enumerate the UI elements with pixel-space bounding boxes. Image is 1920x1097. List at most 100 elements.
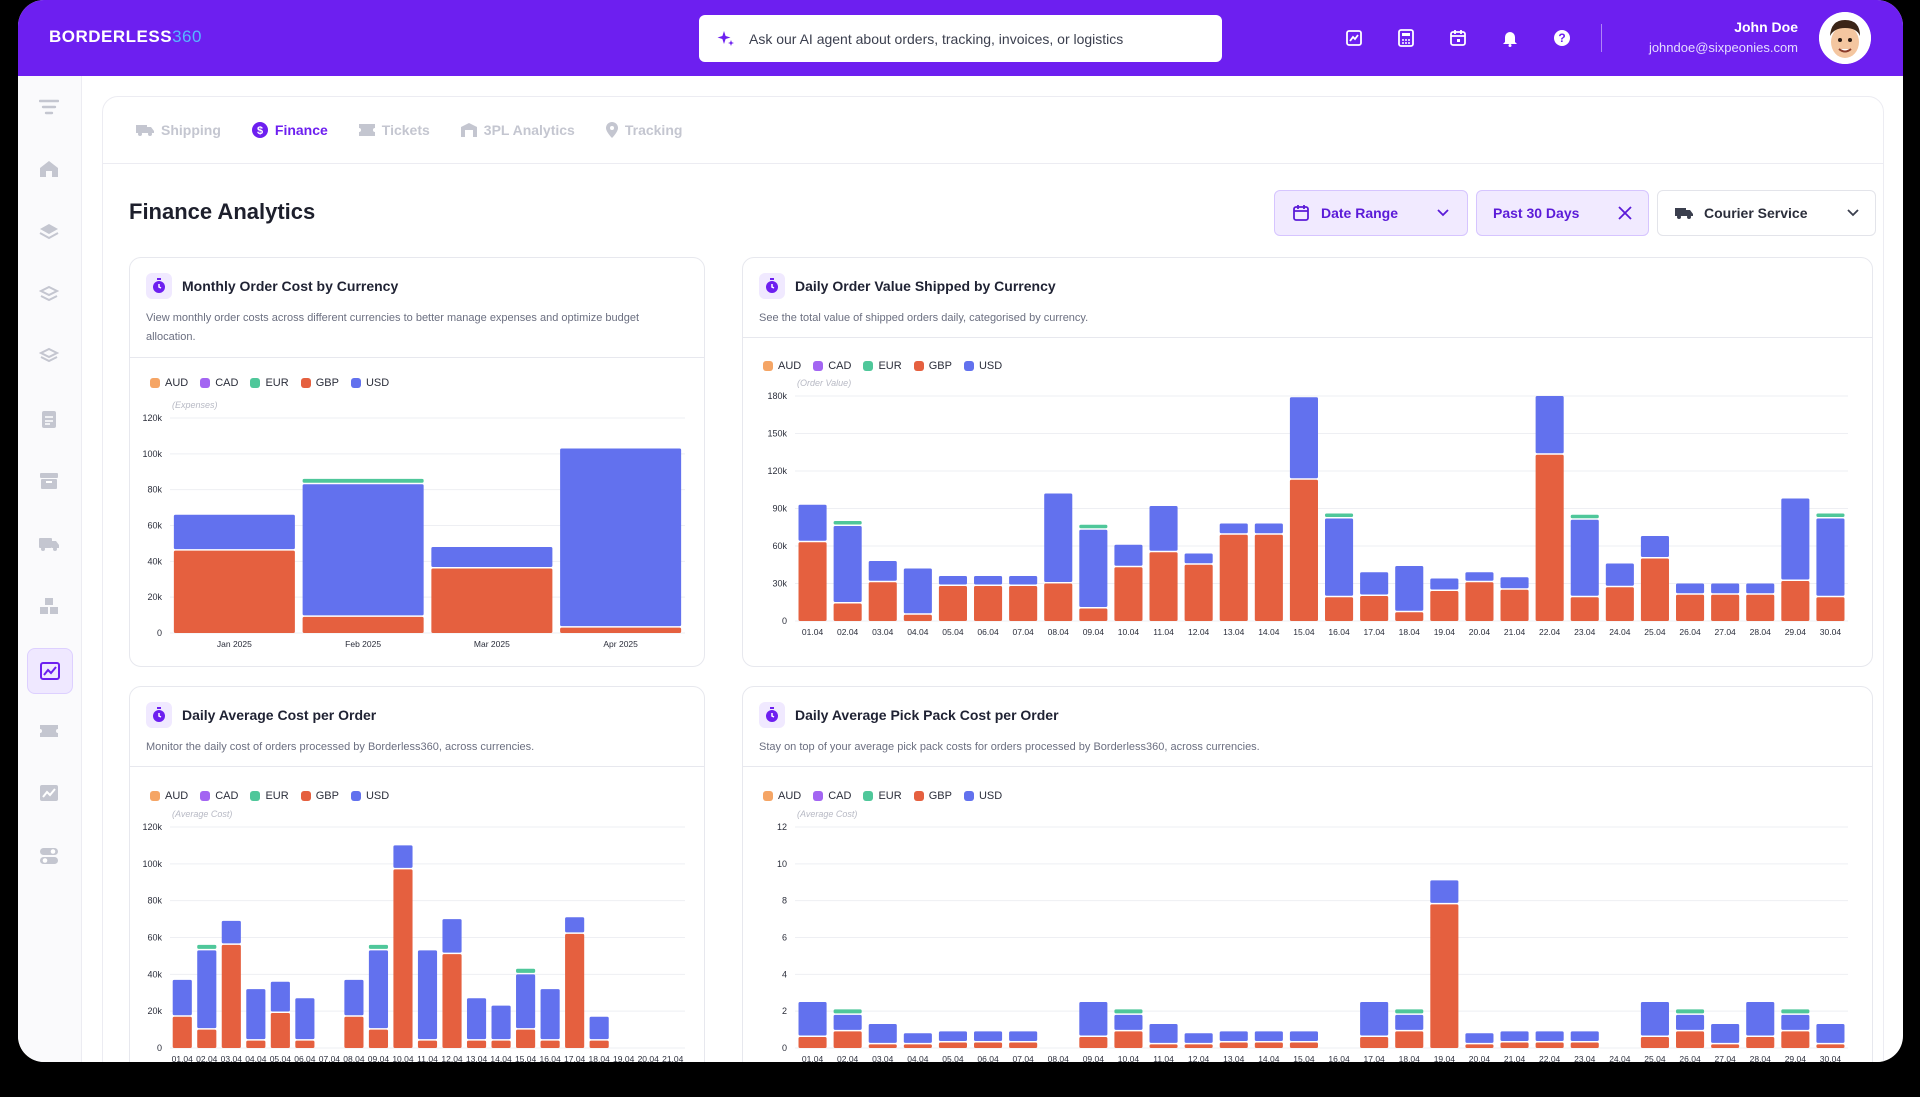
- bar-usd-feb-2025[interactable]: [302, 484, 424, 616]
- bar-usd-17-04[interactable]: [1360, 572, 1389, 595]
- legend-gbp[interactable]: GBP: [913, 790, 952, 802]
- bar-gbp-04-04[interactable]: [246, 1040, 266, 1048]
- boxes-icon[interactable]: [32, 589, 66, 623]
- bar-eur-16-04[interactable]: [1325, 513, 1354, 518]
- bar-usd-24-04[interactable]: [1605, 563, 1634, 586]
- bar-gbp-18-04[interactable]: [1395, 1031, 1424, 1048]
- bar-usd-29-04[interactable]: [1781, 498, 1810, 580]
- bar-usd-30-04[interactable]: [1816, 1024, 1845, 1043]
- bar-usd-08-04[interactable]: [344, 979, 364, 1016]
- bar-usd-18-04[interactable]: [1395, 566, 1424, 611]
- bar-gbp-02-04[interactable]: [833, 1031, 862, 1048]
- bar-usd-22-04[interactable]: [1535, 396, 1564, 454]
- bar-gbp-20-04[interactable]: [1465, 1044, 1494, 1048]
- bar-usd-19-04[interactable]: [1430, 880, 1459, 903]
- bar-gbp-11-04[interactable]: [1149, 1044, 1178, 1048]
- bar-eur-26-04[interactable]: [1676, 1009, 1705, 1014]
- bar-usd-28-04[interactable]: [1746, 1001, 1775, 1036]
- bar-gbp-27-04[interactable]: [1711, 1044, 1740, 1048]
- bar-gbp-29-04[interactable]: [1781, 1031, 1810, 1048]
- bar-gbp-10-04[interactable]: [1114, 567, 1143, 621]
- bar-usd-15-04[interactable]: [1289, 1031, 1318, 1041]
- bar-gbp-30-04[interactable]: [1816, 597, 1845, 621]
- bar-gbp-17-04[interactable]: [1360, 596, 1389, 621]
- tab-3pl-analytics[interactable]: 3PL Analytics: [460, 121, 575, 139]
- layers-outline-icon[interactable]: [32, 277, 66, 311]
- bar-gbp-06-04[interactable]: [295, 1040, 315, 1048]
- bar-gbp-25-04[interactable]: [1640, 558, 1669, 622]
- bar-gbp-22-04[interactable]: [1535, 1042, 1564, 1048]
- bar-usd-04-04[interactable]: [903, 568, 932, 614]
- bar-usd-01-04[interactable]: [172, 979, 192, 1016]
- bar-eur-30-04[interactable]: [1816, 513, 1845, 518]
- bar-gbp-03-04[interactable]: [868, 1044, 897, 1048]
- bar-usd-01-04[interactable]: [798, 1001, 827, 1036]
- bar-gbp-15-04[interactable]: [516, 1029, 536, 1048]
- bar-gbp-05-04[interactable]: [270, 1013, 290, 1048]
- bar-usd-18-04[interactable]: [1395, 1014, 1424, 1030]
- bar-usd-11-04[interactable]: [417, 950, 438, 1040]
- bar-usd-25-04[interactable]: [1640, 1001, 1669, 1036]
- bar-usd-07-04[interactable]: [1009, 576, 1038, 585]
- bar-eur-15-04[interactable]: [516, 968, 536, 973]
- archive-icon[interactable]: [32, 464, 66, 498]
- home-icon[interactable]: [32, 152, 66, 186]
- bar-usd-05-04[interactable]: [270, 981, 290, 1012]
- bar-eur-09-04[interactable]: [368, 944, 389, 949]
- bar-usd-apr-2025[interactable]: [560, 448, 682, 627]
- bar-usd-23-04[interactable]: [1570, 519, 1599, 596]
- legend-usd[interactable]: USD: [963, 790, 1002, 802]
- legend-eur[interactable]: EUR: [250, 377, 289, 389]
- bar-usd-09-04[interactable]: [368, 950, 389, 1029]
- bar-usd-10-04[interactable]: [1114, 1014, 1143, 1030]
- bar-usd-12-04[interactable]: [1184, 1033, 1213, 1043]
- bar-gbp-jan-2025[interactable]: [173, 550, 295, 633]
- bar-eur-18-04[interactable]: [1395, 1009, 1424, 1014]
- bar-gbp-21-04[interactable]: [1500, 589, 1529, 621]
- bar-usd-06-04[interactable]: [974, 576, 1003, 585]
- bar-usd-21-04[interactable]: [1500, 1031, 1529, 1041]
- bar-usd-30-04[interactable]: [1816, 518, 1845, 596]
- ticket-icon[interactable]: [32, 714, 66, 748]
- legend-aud[interactable]: AUD: [150, 377, 188, 389]
- bar-gbp-03-04[interactable]: [221, 944, 241, 1048]
- past-30-days-chip[interactable]: Past 30 Days: [1476, 190, 1649, 236]
- bar-eur-29-04[interactable]: [1781, 1009, 1810, 1014]
- bar-gbp-09-04[interactable]: [1079, 608, 1108, 622]
- bar-gbp-21-04[interactable]: [1500, 1042, 1529, 1048]
- legend-aud[interactable]: AUD: [150, 790, 188, 802]
- bar-usd-17-04[interactable]: [565, 917, 585, 933]
- bar-eur-09-04[interactable]: [1079, 524, 1108, 529]
- bar-gbp-01-04[interactable]: [172, 1016, 192, 1048]
- bar-usd-06-04[interactable]: [295, 998, 315, 1040]
- bar-usd-03-04[interactable]: [221, 920, 241, 944]
- tab-tickets[interactable]: Tickets: [358, 121, 430, 139]
- bar-usd-02-04[interactable]: [197, 950, 217, 1029]
- bar-gbp-24-04[interactable]: [1605, 587, 1634, 621]
- legend-usd[interactable]: USD: [963, 360, 1002, 372]
- bar-gbp-19-04[interactable]: [1430, 904, 1459, 1048]
- bar-usd-15-04[interactable]: [1289, 397, 1318, 479]
- bar-gbp-05-04[interactable]: [938, 1042, 967, 1048]
- legend-aud[interactable]: AUD: [763, 360, 801, 372]
- legend-aud[interactable]: AUD: [763, 790, 801, 802]
- bar-gbp-12-04[interactable]: [442, 954, 462, 1048]
- legend-eur[interactable]: EUR: [863, 790, 902, 802]
- bar-usd-13-04[interactable]: [1219, 1031, 1248, 1041]
- bar-gbp-14-04[interactable]: [1254, 1042, 1283, 1048]
- avatar[interactable]: [1819, 12, 1871, 64]
- bar-usd-17-04[interactable]: [1360, 1001, 1389, 1036]
- finance-analytics-icon[interactable]: [27, 648, 73, 694]
- bar-gbp-09-04[interactable]: [1079, 1036, 1108, 1048]
- filter-icon[interactable]: [32, 90, 66, 124]
- bar-gbp-07-04[interactable]: [1009, 1042, 1038, 1048]
- bar-gbp-apr-2025[interactable]: [560, 627, 682, 633]
- toggle-icon[interactable]: [32, 839, 66, 873]
- bar-usd-21-04[interactable]: [1500, 577, 1529, 589]
- bar-usd-10-04[interactable]: [393, 845, 413, 868]
- bar-gbp-15-04[interactable]: [1289, 479, 1318, 621]
- bar-gbp-10-04[interactable]: [1114, 1031, 1143, 1048]
- layers-icon[interactable]: [32, 215, 66, 249]
- bar-gbp-09-04[interactable]: [368, 1029, 389, 1048]
- bar-usd-07-04[interactable]: [1009, 1031, 1038, 1041]
